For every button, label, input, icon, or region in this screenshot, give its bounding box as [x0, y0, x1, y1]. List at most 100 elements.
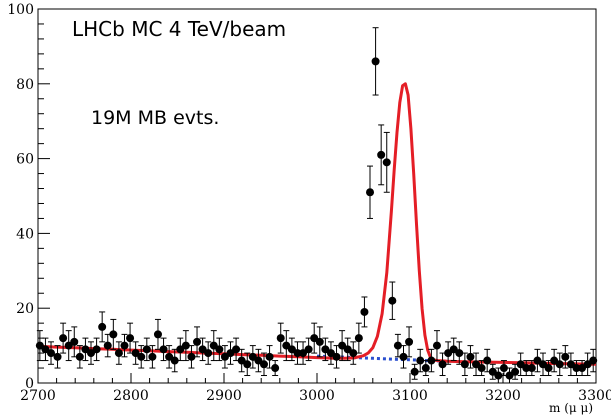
data-point — [259, 352, 268, 377]
data-point — [181, 330, 190, 362]
data-marker — [181, 341, 190, 350]
data-marker — [293, 349, 302, 358]
data-point — [354, 322, 363, 354]
data-marker — [92, 345, 101, 354]
data-point — [393, 333, 402, 358]
x-tick-label: 2900 — [206, 388, 242, 404]
data-marker — [388, 296, 397, 305]
data-marker — [416, 356, 425, 365]
data-point — [75, 345, 84, 369]
data-marker — [103, 341, 112, 350]
data-marker — [332, 352, 341, 361]
data-point — [276, 322, 285, 354]
data-marker — [572, 364, 581, 373]
data-marker — [522, 364, 531, 373]
x-tick-label: 2700 — [20, 388, 56, 404]
data-point — [109, 318, 118, 350]
data-point — [410, 363, 419, 380]
data-marker — [53, 352, 62, 361]
y-tick-label: 40 — [16, 226, 34, 242]
data-marker — [438, 360, 447, 369]
data-point — [572, 360, 581, 377]
y-tick-label: 80 — [16, 77, 34, 93]
data-marker — [187, 352, 196, 361]
data-marker — [204, 349, 213, 358]
data-point — [53, 345, 62, 369]
data-marker — [142, 345, 151, 354]
data-marker — [170, 356, 179, 365]
data-marker — [232, 345, 241, 354]
data-point — [126, 322, 135, 354]
data-marker — [494, 371, 503, 380]
data-point — [589, 348, 598, 373]
data-marker — [276, 334, 285, 343]
data-marker — [159, 345, 168, 354]
data-point — [466, 345, 475, 369]
data-marker — [126, 334, 135, 343]
data-marker — [527, 364, 536, 373]
data-marker — [427, 356, 436, 365]
data-point — [254, 348, 263, 373]
data-marker — [366, 188, 375, 197]
data-point — [427, 348, 436, 373]
data-point — [153, 318, 162, 350]
data-marker — [98, 322, 107, 331]
data-point — [204, 341, 213, 365]
data-marker — [421, 364, 430, 373]
data-marker — [215, 345, 224, 354]
data-point — [137, 345, 146, 369]
data-marker — [193, 337, 202, 346]
data-marker — [483, 356, 492, 365]
data-point — [405, 326, 414, 358]
data-point — [120, 333, 129, 358]
data-point — [59, 322, 68, 354]
data-point — [98, 311, 107, 343]
data-point — [64, 330, 73, 362]
data-point — [511, 363, 520, 380]
data-marker — [377, 150, 386, 159]
x-tick-label: 2800 — [113, 388, 149, 404]
data-point — [271, 360, 280, 377]
data-point — [159, 337, 168, 362]
x-tick-label: 3000 — [299, 388, 335, 404]
data-marker — [354, 334, 363, 343]
data-marker — [405, 337, 414, 346]
data-point — [388, 281, 397, 320]
data-marker — [466, 352, 475, 361]
data-marker — [544, 364, 553, 373]
data-marker — [70, 337, 79, 346]
data-marker — [47, 349, 56, 358]
y-tick-label: 0 — [25, 376, 34, 392]
data-point — [148, 345, 157, 369]
data-marker — [589, 356, 598, 365]
data-point — [533, 348, 542, 373]
data-marker — [432, 341, 441, 350]
x-tick-label: 3200 — [485, 388, 521, 404]
data-point — [483, 348, 492, 373]
data-point — [70, 326, 79, 358]
data-marker — [75, 352, 84, 361]
data-point — [215, 337, 224, 362]
data-point — [187, 345, 196, 369]
data-point — [377, 124, 386, 186]
data-point — [176, 337, 185, 362]
data-point — [47, 341, 56, 365]
data-marker — [114, 349, 123, 358]
data-marker — [410, 367, 419, 376]
data-point — [310, 322, 319, 354]
data-marker — [371, 57, 380, 66]
data-point — [35, 330, 44, 362]
annotation-experiment: LHCb MC 4 TeV/beam — [72, 17, 286, 41]
data-marker — [477, 364, 486, 373]
data-marker — [499, 364, 508, 373]
data-point — [243, 352, 252, 377]
data-marker — [315, 337, 324, 346]
data-marker — [259, 360, 268, 369]
annotation-events: 19M MB evts. — [91, 107, 219, 129]
data-point — [432, 330, 441, 362]
data-point — [41, 337, 50, 362]
data-point — [561, 345, 570, 369]
data-marker — [393, 341, 402, 350]
data-point — [382, 131, 391, 193]
y-tick-label: 100 — [7, 2, 34, 18]
